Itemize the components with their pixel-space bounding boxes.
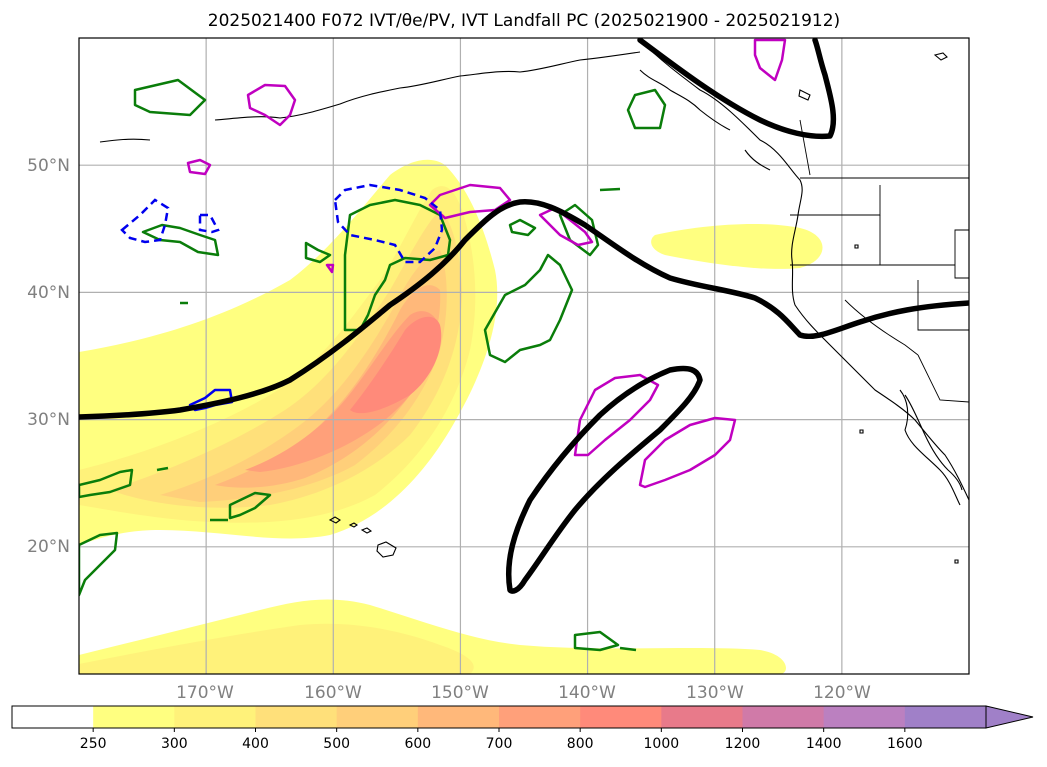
latitude-labels: 50°N 40°N 30°N 20°N	[27, 156, 70, 557]
colorbar-cell	[12, 706, 94, 728]
longitude-labels: 170°W 160°W 150°W 140°W 130°W 120°W	[176, 683, 871, 703]
colorbar-cell	[742, 706, 825, 728]
colorbar-cell	[255, 706, 338, 728]
map-title: 2025021400 F072 IVT/θe/PV, IVT Landfall …	[208, 11, 840, 31]
colorbar-cell	[417, 706, 500, 728]
colorbar-cells	[12, 706, 987, 728]
colorbar-tick-label: 500	[323, 736, 350, 752]
colorbar-tick-label: 1600	[887, 736, 923, 752]
lon-label-130w: 130°W	[686, 683, 744, 703]
gridlines	[79, 38, 969, 674]
colorbar-cell	[904, 706, 987, 728]
lon-label-120w: 120°W	[813, 683, 871, 703]
colorbar: 250 300 400 500 600 700 800 1000 1200 1400 1600	[11, 705, 1034, 752]
colorbar-tick-label: 1200	[725, 736, 761, 752]
political-borders	[790, 119, 969, 403]
lat-label-20n: 20°N	[27, 537, 70, 557]
coastal-islands	[798, 52, 959, 564]
colorbar-cell	[823, 706, 906, 728]
colorbar-cell	[174, 706, 256, 728]
ivt-landfall-contours	[79, 38, 969, 594]
colorbar-cell	[661, 706, 743, 728]
colorbar-tick-labels: 250 300 400 500 600 700 800 1000 1200 1400 1600	[80, 728, 923, 752]
colorbar-tick-label: 1000	[644, 736, 680, 752]
colorbar-tick-label: 600	[404, 736, 431, 752]
colorbar-cell	[580, 706, 662, 728]
lat-label-40n: 40°N	[27, 283, 70, 303]
lon-label-140w: 140°W	[558, 683, 616, 703]
colorbar-extend-arrow	[985, 705, 1034, 729]
lon-label-170w: 170°W	[176, 683, 234, 703]
colorbar-tick-label: 300	[161, 736, 188, 752]
colorbar-tick-label: 400	[242, 736, 269, 752]
colorbar-tick-label: 700	[486, 736, 513, 752]
map-panel	[79, 38, 969, 674]
ivt-shading	[79, 159, 823, 674]
lon-label-150w: 150°W	[431, 683, 489, 703]
colorbar-tick-label: 1400	[806, 736, 842, 752]
lat-label-50n: 50°N	[27, 156, 70, 176]
map-frame	[78, 37, 970, 675]
lat-label-30n: 30°N	[27, 410, 70, 430]
colorbar-tick-label: 800	[567, 736, 594, 752]
colorbar-cell	[499, 706, 581, 728]
colorbar-cell	[93, 706, 175, 728]
lon-label-160w: 160°W	[304, 683, 362, 703]
coastlines	[99, 39, 969, 558]
colorbar-tick-label: 250	[80, 736, 107, 752]
colorbar-cell	[336, 706, 419, 728]
